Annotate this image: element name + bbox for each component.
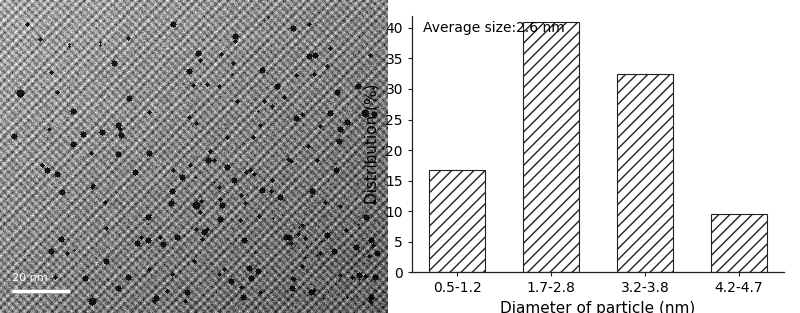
X-axis label: Diameter of particle (nm): Diameter of particle (nm)	[500, 301, 696, 313]
Bar	[617, 74, 673, 272]
Text: 20 nm: 20 nm	[12, 273, 48, 283]
Text: Average size:2.6 nm: Average size:2.6 nm	[423, 21, 565, 35]
Bar	[523, 22, 579, 272]
Y-axis label: Distribution (%): Distribution (%)	[365, 84, 380, 204]
Bar	[429, 170, 486, 272]
Bar	[710, 214, 767, 272]
